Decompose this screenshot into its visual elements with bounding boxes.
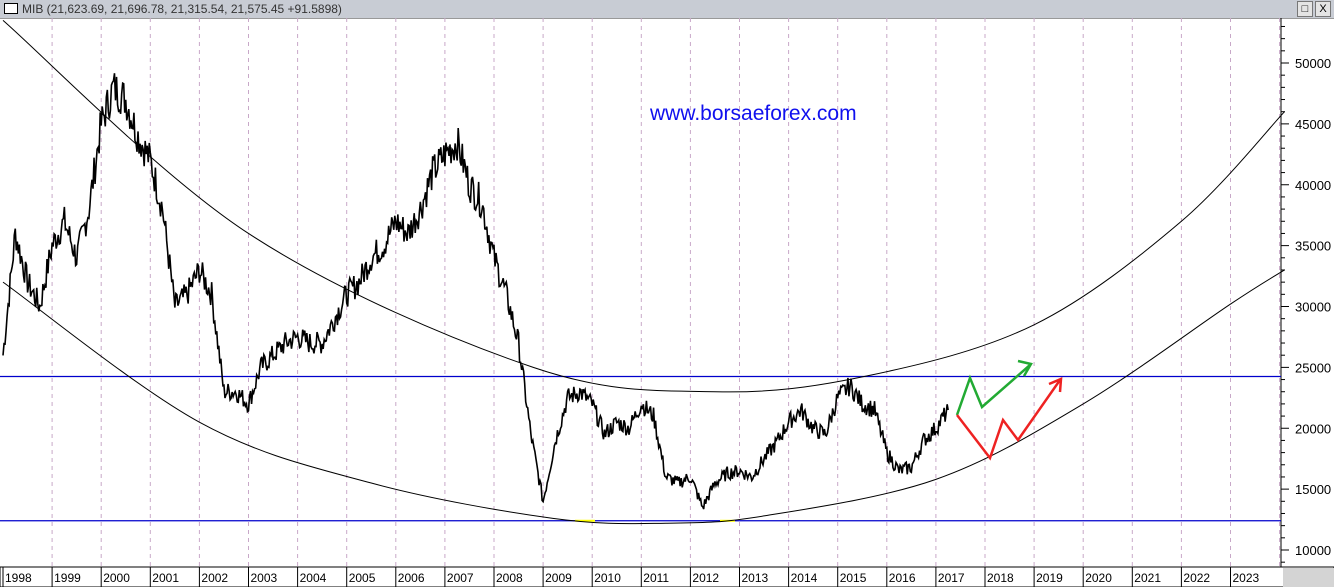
x-tick-label: 2013 bbox=[742, 571, 769, 585]
x-tick-label: 2001 bbox=[152, 571, 179, 585]
x-tick-label: 2015 bbox=[840, 571, 867, 585]
x-tick-label: 1998 bbox=[5, 571, 32, 585]
x-tick-label: 2008 bbox=[496, 571, 523, 585]
y-tick-label: 10000 bbox=[1295, 543, 1331, 558]
y-tick-label: 40000 bbox=[1295, 178, 1331, 193]
watermark-url: www.borsaeforex.com bbox=[650, 102, 857, 125]
x-tick-label: 2023 bbox=[1233, 571, 1260, 585]
x-tick-label: 2002 bbox=[201, 571, 228, 585]
x-tick-label: 2004 bbox=[300, 571, 327, 585]
y-tick-label: 20000 bbox=[1295, 421, 1331, 436]
y-tick-label: 30000 bbox=[1295, 300, 1331, 315]
price-line bbox=[2, 73, 949, 510]
x-tick-label: 2019 bbox=[1036, 571, 1063, 585]
x-tick-label: 2011 bbox=[643, 571, 669, 585]
bearish-arrowhead bbox=[1048, 377, 1063, 393]
x-tick-label: 2006 bbox=[398, 571, 425, 585]
x-tick-label: 2022 bbox=[1183, 571, 1210, 585]
bullish-projection-arrow bbox=[955, 364, 1031, 416]
window-icon bbox=[4, 3, 18, 14]
x-tick-label: 2020 bbox=[1085, 571, 1112, 585]
x-tick-label: 2010 bbox=[594, 571, 621, 585]
bullish-arrowhead bbox=[1017, 359, 1033, 377]
axis-corner bbox=[1283, 568, 1334, 587]
y-tick-label: 25000 bbox=[1295, 360, 1331, 375]
x-tick-label: 2005 bbox=[349, 571, 376, 585]
close-button[interactable]: X bbox=[1315, 1, 1331, 17]
restore-button[interactable]: □ bbox=[1297, 1, 1313, 17]
upper-arc bbox=[2, 20, 1285, 393]
y-tick-label: 15000 bbox=[1295, 482, 1331, 497]
x-tick-label: 2003 bbox=[251, 571, 278, 585]
x-tick-label: 2000 bbox=[103, 571, 130, 585]
x-tick-label: 2007 bbox=[447, 571, 474, 585]
x-tick-label: 2021 bbox=[1134, 571, 1161, 585]
x-axis-bar bbox=[0, 566, 1334, 587]
bearish-projection-arrow bbox=[956, 379, 1062, 461]
window-title: MIB (21,623.69, 21,696.78, 21,315.54, 21… bbox=[22, 2, 342, 16]
x-tick-label: 2009 bbox=[545, 571, 572, 585]
x-tick-label: 2012 bbox=[692, 571, 719, 585]
x-tick-label: 2018 bbox=[987, 571, 1014, 585]
x-tick-label: 2017 bbox=[938, 571, 965, 585]
y-tick-label: 50000 bbox=[1295, 56, 1331, 71]
y-tick-label: 45000 bbox=[1295, 117, 1331, 132]
lower-arc bbox=[2, 269, 1285, 525]
x-tick-label: 2016 bbox=[889, 571, 916, 585]
title-bar: MIB (21,623.69, 21,696.78, 21,315.54, 21… bbox=[0, 0, 1334, 19]
y-tick-label: 35000 bbox=[1295, 239, 1331, 254]
x-tick-label: 1999 bbox=[54, 571, 81, 585]
x-tick-label: 2014 bbox=[791, 571, 818, 585]
price-chart: 10000 15000 20000 25000 30000 35000 40000 45000… bbox=[0, 18, 1334, 587]
